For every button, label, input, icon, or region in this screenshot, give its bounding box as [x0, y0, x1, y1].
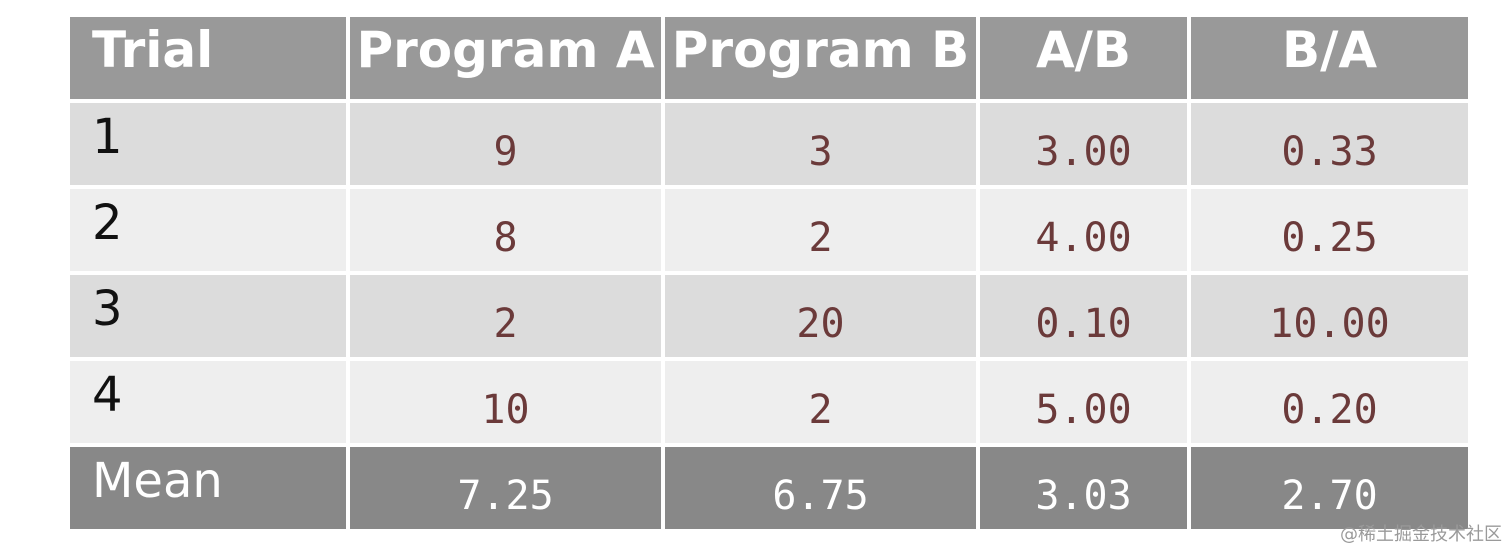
column-header-a-over-b: A/B [980, 17, 1187, 99]
table-cell-program-b: 2 [665, 361, 976, 443]
column-header-program-a: Program A [350, 17, 661, 99]
table-cell-program-a: 2 [350, 275, 661, 357]
table-cell-trial: 4 [70, 361, 346, 443]
table-cell-b-over-a: 0.33 [1191, 103, 1468, 185]
table-cell-a-over-b: 3.00 [980, 103, 1187, 185]
column-header-trial: Trial [70, 17, 346, 99]
table-cell-program-a: 10 [350, 361, 661, 443]
table-cell-a-over-b: 4.00 [980, 189, 1187, 271]
table-cell-program-a: 9 [350, 103, 661, 185]
table-cell-program-b: 20 [665, 275, 976, 357]
table-cell-trial: 1 [70, 103, 346, 185]
table-cell-b-over-a: 10.00 [1191, 275, 1468, 357]
mean-program-a: 7.25 [350, 447, 661, 529]
table-cell-b-over-a: 0.25 [1191, 189, 1468, 271]
table-cell-trial: 2 [70, 189, 346, 271]
table-cell-program-a: 8 [350, 189, 661, 271]
mean-a-over-b: 3.03 [980, 447, 1187, 529]
mean-b-over-a: 2.70 [1191, 447, 1468, 529]
table-cell-program-b: 2 [665, 189, 976, 271]
column-header-b-over-a: B/A [1191, 17, 1468, 99]
table-cell-trial: 3 [70, 275, 346, 357]
mean-program-b: 6.75 [665, 447, 976, 529]
column-header-program-b: Program B [665, 17, 976, 99]
results-table: Trial Program A Program B A/B B/A 1 9 3 … [70, 17, 1468, 529]
table-cell-a-over-b: 5.00 [980, 361, 1187, 443]
table-cell-b-over-a: 0.20 [1191, 361, 1468, 443]
table-cell-program-b: 3 [665, 103, 976, 185]
mean-label: Mean [70, 447, 346, 529]
watermark: @稀土掘金技术社区 [1340, 524, 1502, 545]
table-cell-a-over-b: 0.10 [980, 275, 1187, 357]
